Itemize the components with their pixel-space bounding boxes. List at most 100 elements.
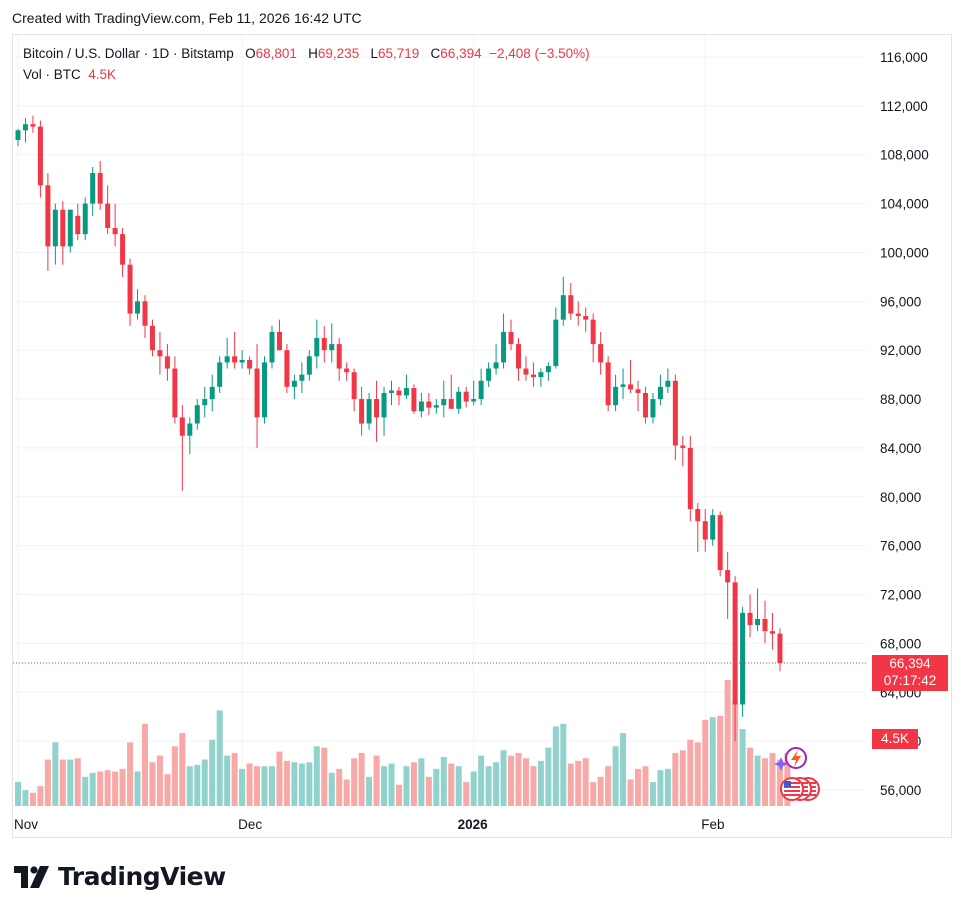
- candle-body: [545, 366, 551, 373]
- candle-body: [433, 405, 439, 408]
- open-value: 68,801: [255, 46, 297, 61]
- candle: [545, 362, 551, 381]
- candle: [523, 356, 529, 381]
- volume-bar: [194, 764, 201, 806]
- candle: [30, 115, 36, 133]
- candle: [657, 374, 663, 406]
- candle: [642, 386, 648, 424]
- candle-body: [105, 203, 111, 229]
- volume-bar: [590, 782, 597, 806]
- volume-bar: [149, 762, 156, 806]
- candle: [725, 551, 731, 619]
- candle: [463, 386, 469, 408]
- candle: [149, 319, 155, 357]
- volume-bar: [134, 771, 141, 806]
- candle: [702, 509, 708, 552]
- volume-bar: [358, 752, 365, 806]
- price-tick-label: 88,000: [880, 392, 921, 407]
- volume-bar: [724, 680, 731, 806]
- volume-bar: [67, 759, 74, 806]
- candle-body: [52, 209, 58, 247]
- candle: [740, 606, 746, 717]
- candle-body: [374, 399, 380, 418]
- candle: [433, 399, 439, 414]
- price-tick-label: 104,000: [880, 197, 929, 212]
- candle-body: [672, 380, 678, 446]
- candle: [247, 356, 253, 375]
- volume-bar: [268, 766, 275, 806]
- volume-bar: [455, 766, 462, 806]
- volume-label: Vol · BTC: [23, 67, 81, 82]
- candle-body: [209, 386, 215, 400]
- candle-body: [710, 515, 716, 540]
- candle: [22, 118, 28, 143]
- chart-frame: [12, 34, 952, 838]
- symbol-title: Bitcoin / U.S. Dollar · 1D · Bitstamp: [23, 46, 234, 61]
- candle-body: [135, 301, 141, 314]
- candle-body: [628, 384, 634, 390]
- tradingview-logo[interactable]: TradingView: [14, 862, 226, 891]
- volume-bar: [366, 776, 373, 806]
- volume-bar: [485, 766, 492, 806]
- candle: [538, 368, 544, 387]
- volume-bar: [298, 763, 305, 806]
- candle-body: [262, 362, 268, 418]
- volume-bar: [605, 766, 612, 806]
- candle: [747, 594, 753, 638]
- candle: [306, 350, 312, 381]
- candle-body: [179, 417, 185, 436]
- volume-bar: [717, 715, 724, 806]
- candle-body: [702, 521, 708, 540]
- candle-body: [247, 359, 253, 369]
- candle: [269, 325, 275, 369]
- candle-body: [202, 399, 208, 406]
- volume-bar: [171, 746, 178, 806]
- candle: [396, 386, 402, 406]
- volume-bar: [239, 768, 246, 806]
- volume-bar: [560, 723, 567, 806]
- volume-bar: [515, 752, 522, 806]
- candle: [60, 201, 66, 265]
- candle: [456, 386, 462, 414]
- candle: [695, 502, 701, 552]
- candle: [381, 386, 387, 436]
- candle-body: [635, 389, 641, 393]
- candle: [598, 331, 604, 375]
- candle: [403, 374, 409, 400]
- price-tick-label: 80,000: [880, 490, 921, 505]
- candle: [105, 185, 111, 235]
- candle-body: [284, 350, 290, 387]
- candle: [194, 399, 200, 430]
- volume-legend: Vol · BTC 4.5K: [23, 67, 116, 82]
- volume-bar: [29, 792, 36, 806]
- high-value: 69,235: [317, 46, 360, 61]
- price-axis: 116,000 112,000 108,000 104,000 100,000 96,00…: [880, 50, 929, 798]
- candle-body: [665, 380, 671, 387]
- candle-body: [299, 374, 305, 381]
- candle: [732, 576, 738, 742]
- candle-body: [762, 618, 768, 632]
- candle: [508, 319, 514, 351]
- event-markers: [774, 747, 820, 801]
- candle-body: [306, 356, 312, 375]
- price-tick-label: 112,000: [880, 99, 928, 114]
- candle: [366, 392, 372, 430]
- volume-bar: [283, 760, 290, 806]
- volume-bar: [112, 771, 119, 806]
- candle-body: [366, 399, 372, 424]
- volume-bar: [537, 760, 544, 806]
- candle-body: [172, 368, 178, 418]
- volume-bar: [246, 763, 253, 806]
- candle: [232, 331, 238, 369]
- candle-body: [224, 356, 230, 363]
- candle: [284, 344, 290, 393]
- volume-bar: [179, 733, 186, 806]
- candle-body: [740, 612, 746, 705]
- candle: [209, 374, 215, 412]
- candle: [605, 356, 611, 412]
- candle: [777, 628, 783, 672]
- candle-body: [418, 401, 424, 412]
- candle: [112, 203, 118, 247]
- volume-bar: [141, 723, 148, 806]
